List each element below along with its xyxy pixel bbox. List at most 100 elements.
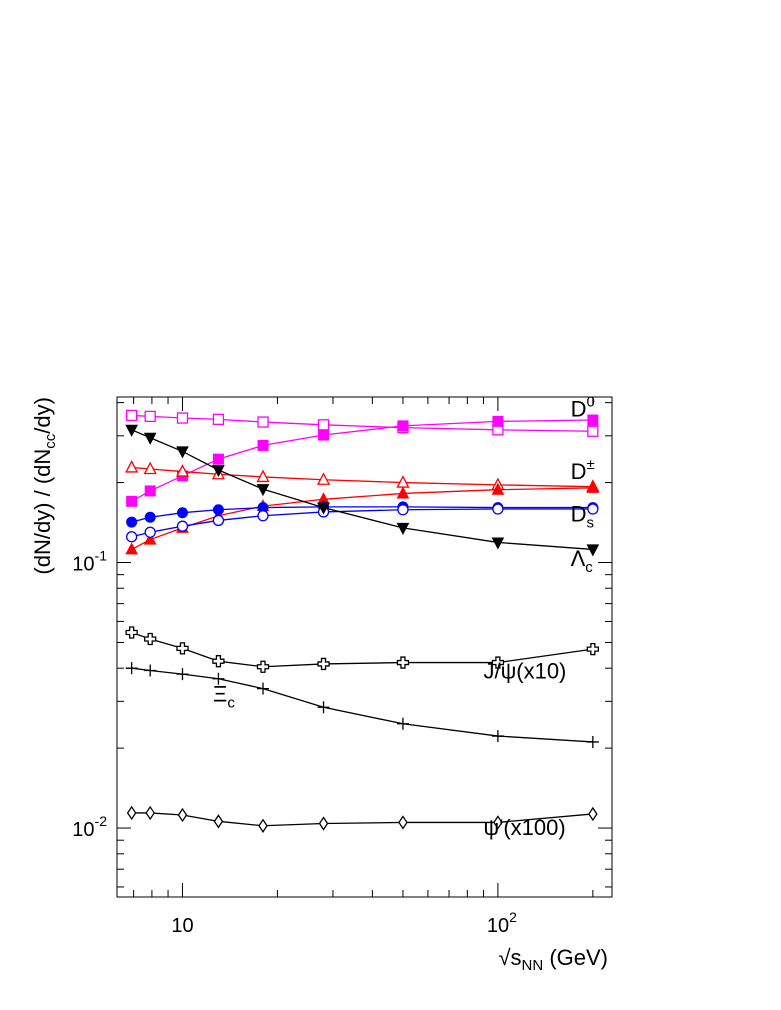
data-point: [125, 626, 138, 639]
data-point: [126, 495, 138, 507]
plot-frame: [116, 396, 613, 898]
data-point: [144, 511, 156, 523]
data-point: [397, 504, 409, 516]
x-tick-label: 102: [487, 909, 517, 937]
data-point: [256, 484, 270, 497]
axis-ticks: [117, 397, 612, 897]
data-point: [176, 412, 189, 424]
data-point: [126, 531, 138, 543]
data-point: [588, 806, 598, 822]
series-0: [126, 409, 599, 437]
annotation-dpm: D±: [571, 456, 595, 484]
data-point: [177, 807, 188, 823]
data-point: [586, 735, 599, 748]
data-point: [317, 701, 330, 714]
data-point: [212, 655, 225, 668]
data-point: [317, 419, 330, 431]
data-point: [256, 469, 270, 483]
data-point: [144, 664, 157, 677]
series-1: [126, 414, 599, 507]
data-point: [257, 510, 269, 522]
data-point: [145, 805, 155, 821]
data-point: [212, 672, 225, 685]
data-point: [396, 656, 410, 669]
data-point: [176, 507, 188, 519]
y-axis-label-part2: /dy): [30, 397, 55, 434]
series-8: [125, 662, 599, 748]
data-point: [587, 503, 599, 515]
data-point: [493, 815, 503, 830]
data-point: [212, 465, 225, 478]
tick-labels: 10-2 10-1 10 102: [72, 548, 517, 937]
data-point: [396, 717, 409, 730]
annotation-d0: D0: [571, 393, 595, 421]
data-point: [586, 642, 600, 656]
y-axis-label-sub: cc: [42, 433, 59, 449]
data-point: [318, 429, 330, 441]
data-point: [491, 482, 505, 495]
data-point: [175, 464, 190, 477]
data-point: [126, 409, 138, 422]
data-point: [126, 805, 137, 821]
data-point: [317, 657, 330, 671]
data-point: [492, 503, 504, 515]
data-point: [144, 485, 156, 497]
data-point: [144, 410, 156, 423]
x-axis-label-prefix: √s: [498, 945, 521, 970]
annotation-lc: Λc: [571, 546, 594, 576]
series-line: [131, 508, 593, 538]
annotations: D0 D± Ds Λc J/ψ(x10) Ξc ψ'(x100): [213, 393, 595, 840]
data-point: [212, 413, 225, 426]
series-9: [126, 805, 598, 833]
data-point: [257, 416, 269, 428]
data-point: [125, 662, 138, 675]
data-point: [586, 480, 600, 493]
data-point: [586, 544, 600, 557]
data-point: [143, 432, 157, 445]
y-axis-label: (dN/dy) / (dNcc/dy): [30, 397, 59, 575]
data-point: [491, 537, 505, 550]
data-point: [587, 425, 599, 437]
data-point: [256, 660, 270, 673]
data-point: [143, 532, 157, 545]
data-point: [212, 504, 224, 516]
data-point: [396, 486, 410, 499]
y-tick-label: 10-1: [72, 548, 107, 576]
data-point: [176, 668, 189, 681]
data-point: [491, 730, 504, 743]
data-point: [257, 682, 270, 695]
x-axis-label: √sNN (GeV): [498, 945, 608, 974]
x-axis-label-sub: NN: [522, 957, 544, 974]
data-point: [396, 522, 410, 535]
data-point: [144, 632, 157, 646]
data-point: [257, 439, 269, 451]
data-point: [144, 526, 156, 538]
data-point: [397, 420, 409, 432]
data-point: [258, 818, 268, 833]
series-line: [131, 414, 593, 432]
data-point: [143, 461, 157, 475]
x-tick-label: 10: [171, 915, 193, 937]
annotation-psip: ψ'(x100): [483, 815, 565, 840]
annotation-jpsi: J/ψ(x10): [483, 659, 566, 684]
data-point: [587, 414, 599, 426]
data-point: [398, 815, 408, 830]
data-point: [125, 542, 138, 555]
data-point: [316, 472, 331, 485]
data-point: [213, 814, 224, 829]
series-7: [125, 626, 600, 673]
series-layer: [125, 409, 600, 833]
series-line: [131, 466, 593, 488]
data-point: [176, 642, 189, 655]
data-point: [125, 424, 138, 437]
series-6: [125, 424, 600, 557]
annotation-xic: Ξc: [213, 681, 235, 711]
x-axis-label-suffix: (GeV): [543, 945, 608, 970]
y-axis-label-part1: (dN/dy) / (dN: [30, 449, 55, 575]
data-point: [318, 816, 329, 831]
y-tick-label: 10-2: [72, 813, 107, 841]
data-point: [126, 516, 138, 528]
data-point: [492, 415, 504, 427]
data-point: [317, 502, 330, 515]
